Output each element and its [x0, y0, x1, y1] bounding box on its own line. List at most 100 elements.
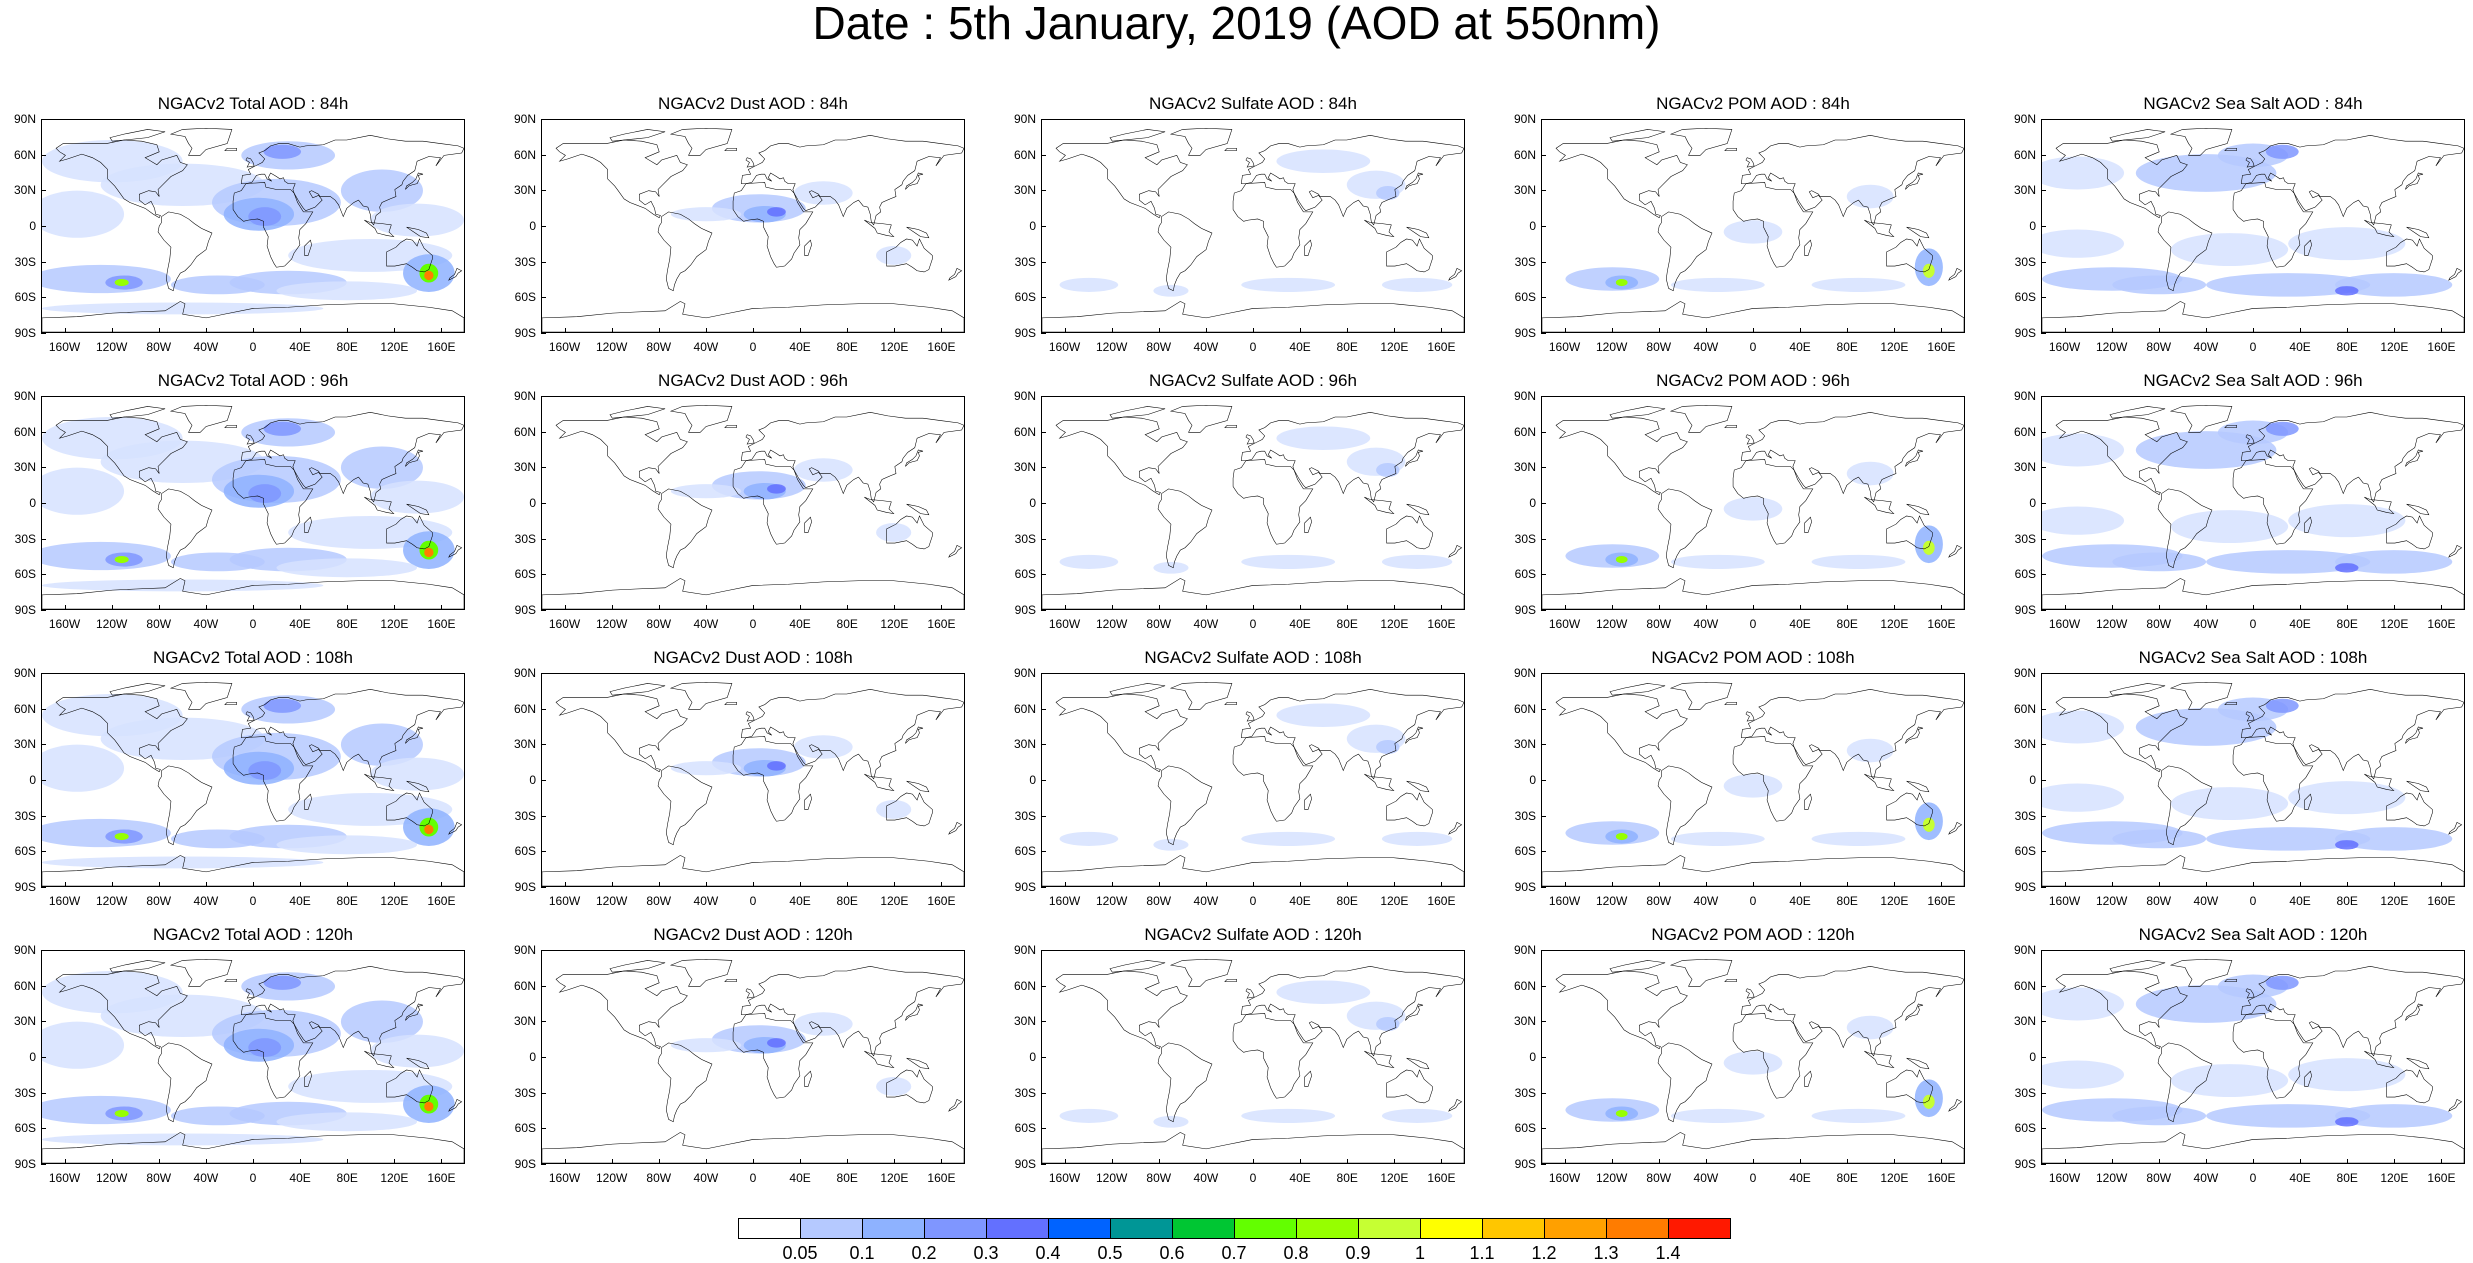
aod-region: [42, 302, 324, 315]
longitude-tick-label: 120W: [1095, 1171, 1128, 1185]
longitude-tick-label: 120W: [95, 894, 128, 908]
longitude-tick: [347, 1159, 349, 1164]
aod-region: [1811, 277, 1906, 292]
coastline-new-zealand: [2449, 1099, 2462, 1111]
longitude-tick: [158, 605, 160, 610]
longitude-tick: [347, 328, 349, 333]
coastline-australia: [1887, 1070, 1933, 1103]
colorbar-label: 1.2: [1531, 1243, 1557, 1263]
longitude-tick: [1847, 882, 1849, 887]
aod-region: [340, 723, 423, 766]
longitude-tick-label: 40W: [193, 617, 219, 631]
aod-region: [2112, 829, 2207, 849]
latitude-tick-label: 30N: [13, 737, 36, 752]
longitude-tick-label: 40W: [1693, 617, 1719, 631]
coastline-arctic-islands: [610, 960, 665, 972]
latitude-tick-label: 60S: [14, 1121, 36, 1136]
latitude-tick-label: 30N: [1513, 183, 1536, 198]
coastline-antarctica: [542, 578, 964, 609]
coastline-australia: [2387, 793, 2433, 826]
longitude-tick-label: 0: [2249, 617, 2257, 631]
coastline-indonesia: [1864, 774, 1893, 790]
aod-region: [2042, 987, 2125, 1021]
longitude-tick: [2205, 605, 2207, 610]
figure-title: Date : 5th January, 2019 (AOD at 550nm): [812, 0, 1661, 49]
panel-title: NGACv2 Dust AOD : 120h: [653, 925, 853, 944]
latitude-tick: [541, 815, 546, 817]
longitude-tick: [1753, 1159, 1754, 1164]
colorbar-swatch: [1420, 1218, 1483, 1239]
latitude-tick-label: 30N: [1513, 737, 1536, 752]
aod-region: [1615, 1110, 1628, 1118]
panel-title: NGACv2 Total AOD : 108h: [152, 648, 353, 667]
latitude-tick-label: 30N: [513, 1014, 536, 1029]
longitude-tick-label: 40W: [1193, 894, 1219, 908]
longitude-tick: [564, 1159, 566, 1164]
aod-region: [2288, 1058, 2406, 1092]
coastline-australia: [1387, 1070, 1433, 1103]
longitude-tick-label: 120E: [2380, 617, 2409, 631]
coastline-antarctica: [1542, 1132, 1964, 1163]
aod-region: [2335, 563, 2359, 573]
aod-region: [2335, 1117, 2359, 1127]
longitude-tick: [1658, 605, 1660, 610]
longitude-tick: [1394, 605, 1396, 610]
coastline-japan: [905, 727, 923, 743]
longitude-tick: [658, 1159, 660, 1164]
latitude-tick: [1041, 950, 1046, 951]
aod-region: [1811, 1108, 1906, 1123]
aod-region: [1670, 1108, 1765, 1123]
latitude-tick-label: 90S: [514, 1157, 536, 1171]
latitude-tick-label: 0: [2029, 496, 2036, 510]
latitude-tick: [541, 744, 546, 746]
latitude-tick-label: 90S: [1514, 1157, 1536, 1171]
aod-region: [2265, 975, 2299, 990]
longitude-tick: [1894, 1159, 1896, 1164]
latitude-tick-label: 90S: [14, 1157, 36, 1171]
longitude-tick-label: 120E: [1380, 617, 1409, 631]
latitude-tick-label: 30N: [513, 183, 536, 198]
longitude-tick: [205, 1159, 207, 1164]
colorbar-swatch: [1110, 1218, 1173, 1239]
latitude-tick: [2041, 744, 2046, 746]
latitude-tick: [541, 1021, 546, 1023]
longitude-tick: [1064, 1159, 1066, 1164]
longitude-tick: [1847, 1159, 1849, 1164]
coastline-new-guinea: [907, 781, 929, 792]
coastline-britain: [1746, 158, 1754, 167]
coastline-iceland: [1225, 148, 1237, 150]
longitude-tick: [1253, 605, 1254, 610]
coastline-greenland: [1171, 959, 1232, 986]
coastline-japan: [405, 727, 423, 743]
longitude-tick-label: 0: [749, 894, 757, 908]
coastline-britain: [1246, 989, 1254, 998]
aod-region: [114, 279, 129, 287]
longitude-tick: [753, 605, 754, 610]
latitude-tick-label: 30S: [514, 1085, 536, 1100]
latitude-tick: [541, 708, 546, 710]
coastline-eurasia: [241, 966, 464, 1056]
aod-region: [794, 1012, 853, 1036]
map-frame: [541, 396, 965, 610]
latitude-tick: [1041, 985, 1046, 987]
longitude-tick-label: 80W: [1646, 340, 1672, 354]
longitude-tick-label: 160W: [1548, 1171, 1581, 1185]
map-frame: [541, 119, 965, 333]
coastline-japan: [405, 450, 423, 466]
longitude-tick-label: 120E: [2380, 340, 2409, 354]
longitude-tick: [705, 1159, 707, 1164]
coastline-eurasia: [1241, 966, 1464, 1056]
coastline-australia: [387, 239, 433, 272]
coastline-madagascar: [805, 794, 812, 809]
latitude-tick: [2041, 887, 2046, 888]
map-frame: [1041, 396, 1465, 610]
coastline-north-america: [1056, 417, 1187, 495]
coastline-antarctica: [42, 301, 464, 332]
coastline-eurasia: [1741, 966, 1964, 1056]
latitude-tick-label: 0: [29, 219, 36, 233]
panel-title: NGACv2 POM AOD : 120h: [1651, 925, 1855, 944]
longitude-tick: [1658, 1159, 1660, 1164]
longitude-tick: [2300, 882, 2302, 887]
colorbar-label: 1.3: [1593, 1243, 1619, 1263]
latitude-tick: [1541, 887, 1546, 888]
